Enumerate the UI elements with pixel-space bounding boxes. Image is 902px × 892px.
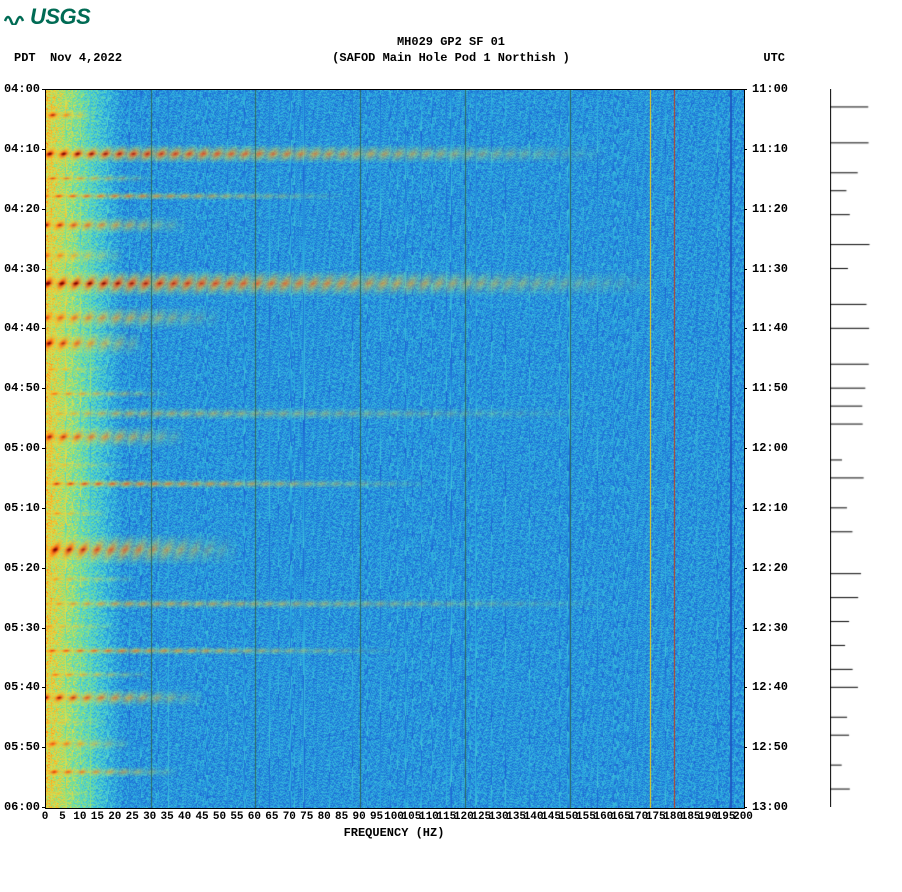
ytick-left: 05:50 xyxy=(0,740,40,754)
chart-title-line1: MH029 GP2 SF 01 xyxy=(0,35,902,49)
ytick-right: 12:00 xyxy=(752,441,792,455)
ytick-left: 04:20 xyxy=(0,202,40,216)
amplitude-strip xyxy=(830,89,885,807)
ytick-left: 04:10 xyxy=(0,142,40,156)
ytick-left: 04:00 xyxy=(0,82,40,96)
usgs-logo: USGS xyxy=(4,4,90,30)
ytick-left: 05:00 xyxy=(0,441,40,455)
xtick: 200 xyxy=(731,811,755,823)
ytick-left: 05:40 xyxy=(0,680,40,694)
ytick-left: 04:30 xyxy=(0,262,40,276)
ytick-right: 11:10 xyxy=(752,142,792,156)
xaxis-label: FREQUENCY (HZ) xyxy=(45,826,743,840)
ytick-right: 13:00 xyxy=(752,800,792,814)
ytick-right: 12:10 xyxy=(752,501,792,515)
ytick-right: 11:30 xyxy=(752,262,792,276)
usgs-wave-icon xyxy=(4,5,26,31)
ytick-right: 11:20 xyxy=(752,202,792,216)
ytick-right: 12:40 xyxy=(752,680,792,694)
tz-left-code: PDT xyxy=(14,51,36,65)
ytick-left: 05:10 xyxy=(0,501,40,515)
usgs-logo-text: USGS xyxy=(30,4,90,29)
ytick-right: 11:50 xyxy=(752,381,792,395)
amplitude-canvas xyxy=(830,89,885,807)
ytick-left: 05:20 xyxy=(0,561,40,575)
ytick-right: 12:50 xyxy=(752,740,792,754)
ytick-left: 04:50 xyxy=(0,381,40,395)
ytick-right: 11:00 xyxy=(752,82,792,96)
ytick-left: 05:30 xyxy=(0,621,40,635)
timezone-right: UTC xyxy=(763,51,785,65)
ytick-right: 12:30 xyxy=(752,621,792,635)
ytick-right: 12:20 xyxy=(752,561,792,575)
timezone-left: PDT Nov 4,2022 xyxy=(14,51,122,65)
spectrogram-canvas xyxy=(46,90,744,808)
spectrogram-plot xyxy=(45,89,745,809)
date-left: Nov 4,2022 xyxy=(50,51,122,65)
ytick-left: 04:40 xyxy=(0,321,40,335)
ytick-right: 11:40 xyxy=(752,321,792,335)
